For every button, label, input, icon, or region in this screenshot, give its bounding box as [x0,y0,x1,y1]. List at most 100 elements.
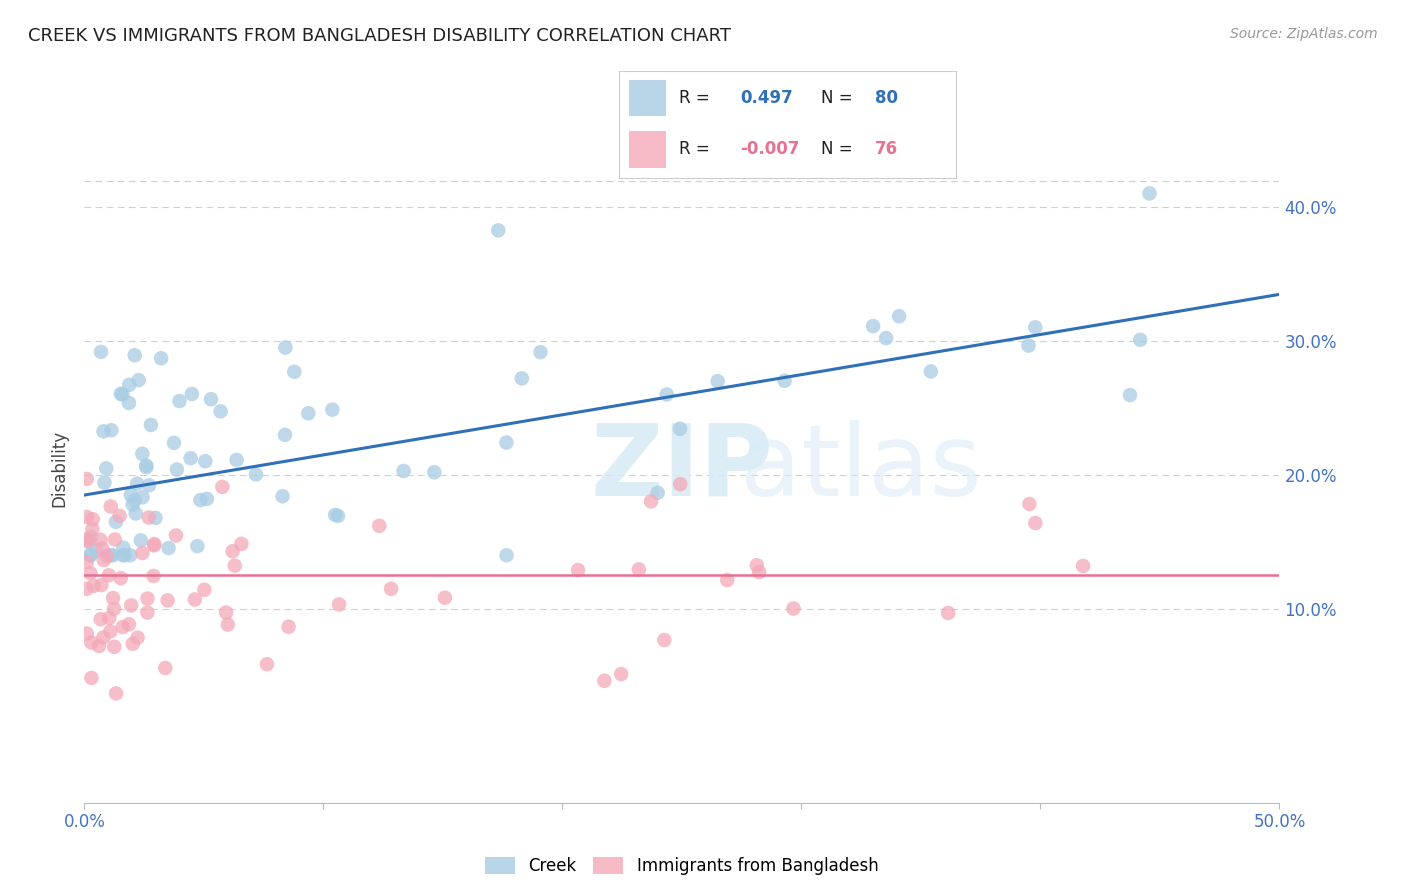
Point [131,546,153,560]
Point [86,543,108,558]
Point [200,392,222,407]
Point [529,345,551,359]
Text: -0.007: -0.007 [740,141,800,159]
Point [91,541,114,556]
Point [323,508,346,522]
Text: atlas: atlas [741,420,981,516]
Point [104,515,127,529]
Point [669,477,692,491]
Text: R =: R = [679,89,710,107]
Point [180,451,202,466]
Point [97,568,120,582]
Point [184,592,207,607]
Point [163,435,186,450]
Point [121,498,143,512]
Point [79,548,101,563]
Point [100,423,122,437]
Point [887,310,910,324]
Point [1024,320,1046,334]
Point [79,548,101,563]
Point [101,591,124,605]
Point [105,686,128,700]
Point [89,533,111,547]
Text: CREEK VS IMMIGRANTS FROM BANGLADESH DISABILITY CORRELATION CHART: CREEK VS IMMIGRANTS FROM BANGLADESH DISA… [28,27,731,45]
Point [271,489,294,503]
Point [211,480,233,494]
Point [80,671,103,685]
Point [486,223,509,237]
Point [190,493,212,508]
Point [111,620,134,634]
Point [748,565,770,579]
Point [231,537,253,551]
Point [90,578,112,592]
Point [328,598,350,612]
Text: N =: N = [821,89,852,107]
Point [91,631,114,645]
Point [143,537,166,551]
Point [98,624,121,639]
Point [1018,497,1040,511]
Point [936,606,959,620]
Point [380,582,402,596]
Point [131,490,153,504]
Point [627,562,650,576]
Point [124,493,146,508]
Point [180,387,202,401]
Point [640,494,662,508]
Y-axis label: Disability: Disability [51,430,69,507]
Point [716,573,738,587]
Point [221,544,243,558]
Point [156,593,179,607]
Point [131,447,153,461]
Point [165,528,187,542]
Point [93,553,115,567]
Point [209,404,232,418]
Point [1018,338,1040,352]
Point [76,555,98,569]
Point [277,620,299,634]
Point [142,569,165,583]
Point [103,640,125,654]
Point [83,579,105,593]
Point [669,422,692,436]
Point [875,331,897,345]
Point [128,373,150,387]
Point [782,601,804,615]
Point [114,548,136,563]
Point [96,461,118,475]
Point [79,566,101,581]
Point [593,673,616,688]
Point [127,476,149,491]
Text: R =: R = [679,141,710,159]
Text: N =: N = [821,141,852,159]
Point [193,582,215,597]
Point [155,661,177,675]
Point [98,611,121,625]
Point [326,508,349,523]
Point [433,591,456,605]
Point [135,460,157,475]
Point [321,402,343,417]
Text: 76: 76 [875,141,898,159]
Point [495,435,517,450]
Point [136,606,159,620]
Point [77,533,100,548]
Point [76,510,98,524]
Point [121,637,143,651]
Point [138,510,160,524]
Point [76,472,98,486]
Point [245,467,267,482]
Point [120,548,142,563]
Point [135,458,157,473]
Point [224,558,246,573]
Point [93,425,115,439]
Point [103,602,125,616]
Point [862,319,884,334]
Point [100,548,122,563]
Point [118,617,141,632]
Point [110,571,132,585]
Point [169,394,191,409]
Bar [628,80,666,116]
Text: 0.497: 0.497 [740,89,793,107]
